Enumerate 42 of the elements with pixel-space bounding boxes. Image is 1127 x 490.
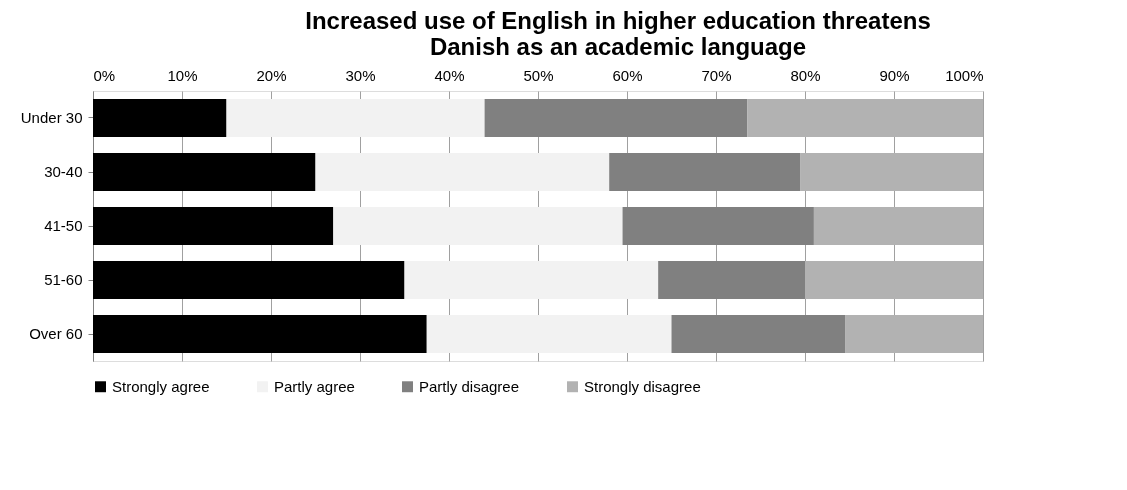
y-tick-label: Under 30	[20, 109, 83, 126]
x-tick-label: 100%	[945, 66, 984, 84]
y-tick-label: 51-60	[44, 271, 83, 288]
bar	[333, 207, 623, 245]
legend-label: Partly disagree	[419, 377, 520, 395]
x-tick-label: 0%	[93, 66, 116, 84]
x-tick-label: 60%	[612, 66, 643, 84]
bar	[93, 99, 227, 137]
text: Increased use of English in higher education threatens	[305, 7, 931, 34]
bar	[622, 207, 814, 245]
bar	[404, 261, 659, 299]
x-tick-label: 90%	[879, 66, 910, 84]
bar	[845, 315, 983, 353]
y-tick-label: 30-40	[44, 163, 83, 180]
legend-label: Partly agree	[274, 377, 355, 395]
bar	[426, 315, 672, 353]
legend-label: Strongly disagree	[584, 377, 701, 395]
bar	[747, 99, 983, 137]
bar	[658, 261, 805, 299]
x-tick-label: 10%	[167, 66, 198, 84]
bar	[93, 153, 316, 191]
bar	[93, 261, 405, 299]
bar	[315, 153, 610, 191]
x-tick-label: 40%	[434, 66, 465, 84]
bar	[609, 153, 801, 191]
text: Danish as an academic language	[429, 33, 807, 60]
bar	[805, 261, 983, 299]
legend-label: Strongly agree	[112, 377, 210, 395]
x-tick-label: 30%	[345, 66, 376, 84]
bar	[226, 99, 485, 137]
x-tick-label: 70%	[701, 66, 732, 84]
bar	[484, 99, 748, 137]
x-tick-label: 20%	[256, 66, 287, 84]
bar	[813, 207, 983, 245]
y-tick-label: Over 60	[29, 325, 83, 342]
bar	[800, 153, 983, 191]
bar	[671, 315, 846, 353]
x-tick-label: 50%	[523, 66, 554, 84]
y-tick-label: 41-50	[44, 217, 83, 234]
x-tick-label: 80%	[790, 66, 821, 84]
bar	[93, 207, 334, 245]
bar	[93, 315, 427, 353]
